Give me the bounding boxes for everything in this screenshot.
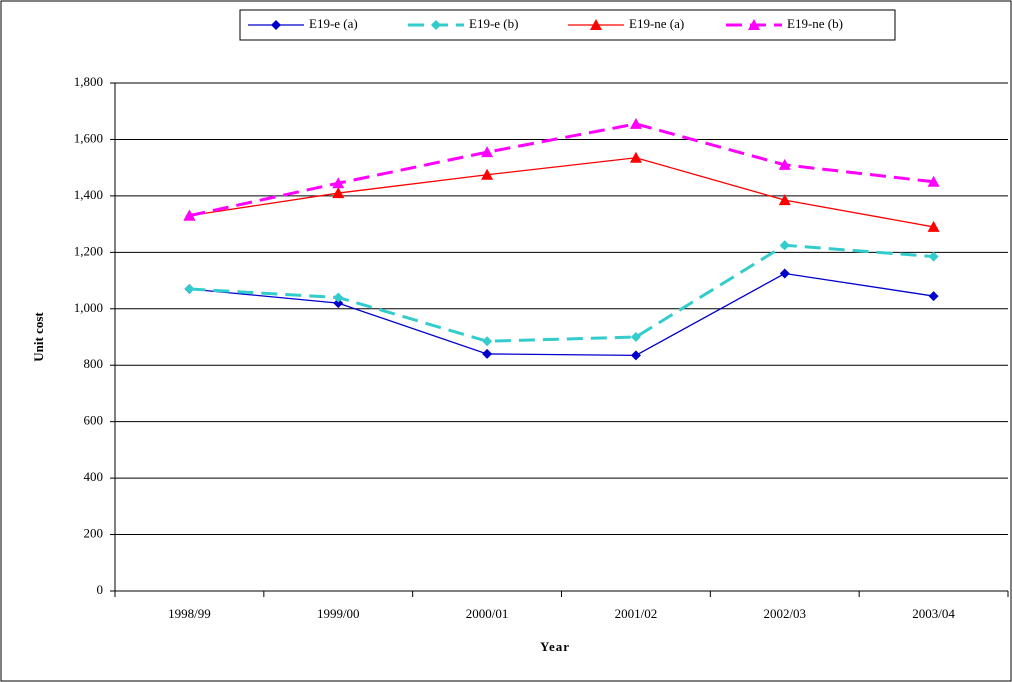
legend-marker [271, 20, 281, 30]
y-tick-label: 400 [84, 469, 104, 484]
legend-label: E19-ne (b) [787, 16, 843, 31]
data-point [928, 291, 939, 302]
series-line [189, 122, 934, 218]
y-tick-label: 0 [97, 582, 104, 597]
data-point [333, 292, 344, 303]
data-point [779, 240, 790, 251]
x-tick-label: 2003/04 [912, 606, 955, 621]
data-point [928, 251, 939, 262]
data-point [481, 146, 494, 158]
data-point [630, 350, 641, 361]
data-point [630, 332, 641, 342]
data-point [778, 194, 791, 206]
data-point [332, 177, 345, 189]
y-tick-label: 600 [84, 413, 104, 428]
y-tick-label: 1,800 [74, 74, 103, 89]
y-tick-label: 1,200 [74, 243, 103, 258]
data-point [927, 175, 940, 187]
data-point [927, 220, 940, 232]
y-tick-label: 1,600 [74, 130, 103, 145]
data-point [482, 348, 493, 359]
legend-marker [590, 19, 602, 30]
x-tick-label: 2001/02 [615, 606, 658, 621]
data-point [481, 168, 494, 180]
series-line [189, 272, 934, 356]
series-line [189, 157, 934, 228]
legend-box [239, 9, 896, 41]
y-tick-label: 800 [84, 356, 104, 371]
x-tick-label: 2000/01 [466, 606, 509, 621]
legend-label: E19-e (a) [309, 16, 358, 31]
legend-label: E19-e (b) [469, 16, 518, 31]
legend-marker [748, 19, 760, 30]
data-point [184, 284, 195, 295]
data-point [779, 268, 790, 279]
data-point [333, 298, 344, 309]
legend-marker [431, 20, 441, 30]
legend-label: E19-ne (a) [629, 16, 684, 31]
data-point [183, 209, 196, 221]
data-point [629, 117, 642, 129]
y-tick-label: 1,000 [74, 300, 103, 315]
x-tick-label: 1999/00 [317, 606, 360, 621]
series-line [189, 243, 934, 343]
y-axis-title: Unit cost [31, 312, 46, 362]
data-point [629, 151, 642, 163]
x-tick-label: 2002/03 [763, 606, 806, 621]
x-tick-label: 1998/99 [168, 606, 211, 621]
data-point [482, 336, 493, 347]
data-point [778, 158, 791, 170]
y-tick-label: 1,400 [74, 187, 103, 202]
data-point [332, 187, 345, 199]
x-axis-title: Year [540, 639, 570, 654]
y-tick-label: 200 [84, 526, 104, 541]
